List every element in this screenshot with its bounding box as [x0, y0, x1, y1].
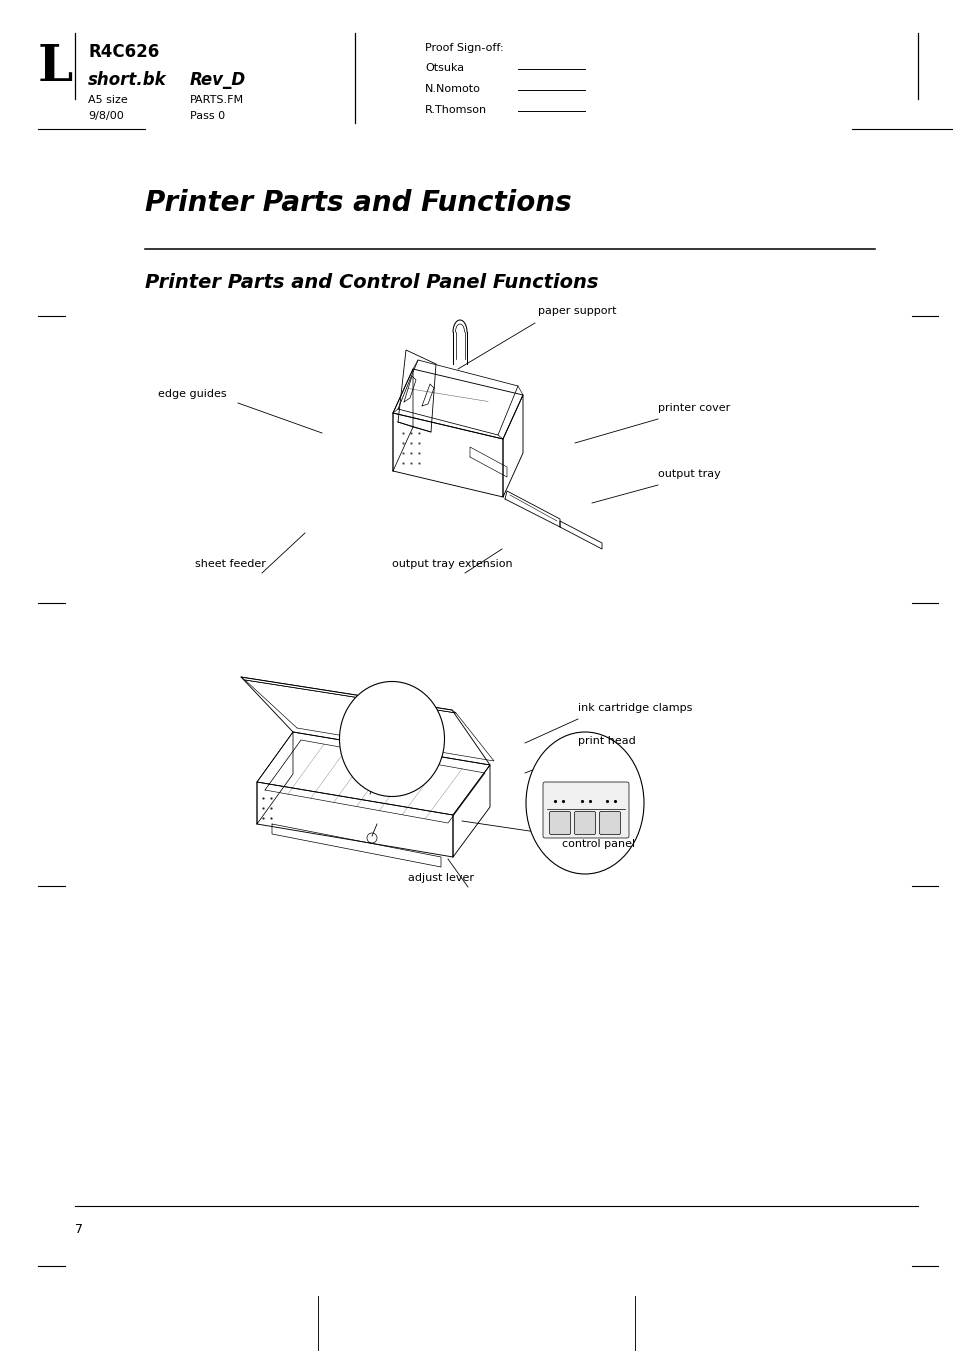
Text: adjust lever: adjust lever: [408, 873, 474, 884]
Text: Printer Parts and Control Panel Functions: Printer Parts and Control Panel Function…: [145, 273, 598, 292]
Text: sheet feeder: sheet feeder: [194, 559, 266, 569]
Text: Printer Parts and Functions: Printer Parts and Functions: [145, 189, 571, 218]
FancyBboxPatch shape: [542, 782, 628, 838]
Text: paper support: paper support: [537, 305, 616, 316]
Text: Proof Sign-off:: Proof Sign-off:: [424, 43, 503, 53]
Text: edge guides: edge guides: [158, 389, 227, 399]
Text: control panel: control panel: [561, 839, 635, 848]
Text: output tray: output tray: [658, 469, 720, 480]
FancyBboxPatch shape: [549, 812, 570, 835]
Text: A5 size: A5 size: [88, 95, 128, 105]
Text: PARTS.FM: PARTS.FM: [190, 95, 244, 105]
Text: Otsuka: Otsuka: [424, 63, 464, 73]
Text: short.bk: short.bk: [88, 72, 167, 89]
Text: R4C626: R4C626: [88, 43, 159, 61]
Text: R.Thomson: R.Thomson: [424, 105, 487, 115]
Text: output tray extension: output tray extension: [392, 559, 512, 569]
Text: L: L: [38, 43, 73, 92]
Text: 7: 7: [75, 1223, 83, 1236]
Text: printer cover: printer cover: [658, 403, 729, 413]
Text: 9/8/00: 9/8/00: [88, 111, 124, 122]
Text: ink cartridge clamps: ink cartridge clamps: [578, 703, 692, 713]
FancyBboxPatch shape: [574, 812, 595, 835]
Text: N.Nomoto: N.Nomoto: [424, 84, 480, 95]
Ellipse shape: [339, 681, 444, 797]
Text: print head: print head: [578, 736, 635, 746]
Ellipse shape: [525, 732, 643, 874]
Text: Rev_D: Rev_D: [190, 72, 246, 89]
Text: Pass 0: Pass 0: [190, 111, 225, 122]
FancyBboxPatch shape: [598, 812, 619, 835]
